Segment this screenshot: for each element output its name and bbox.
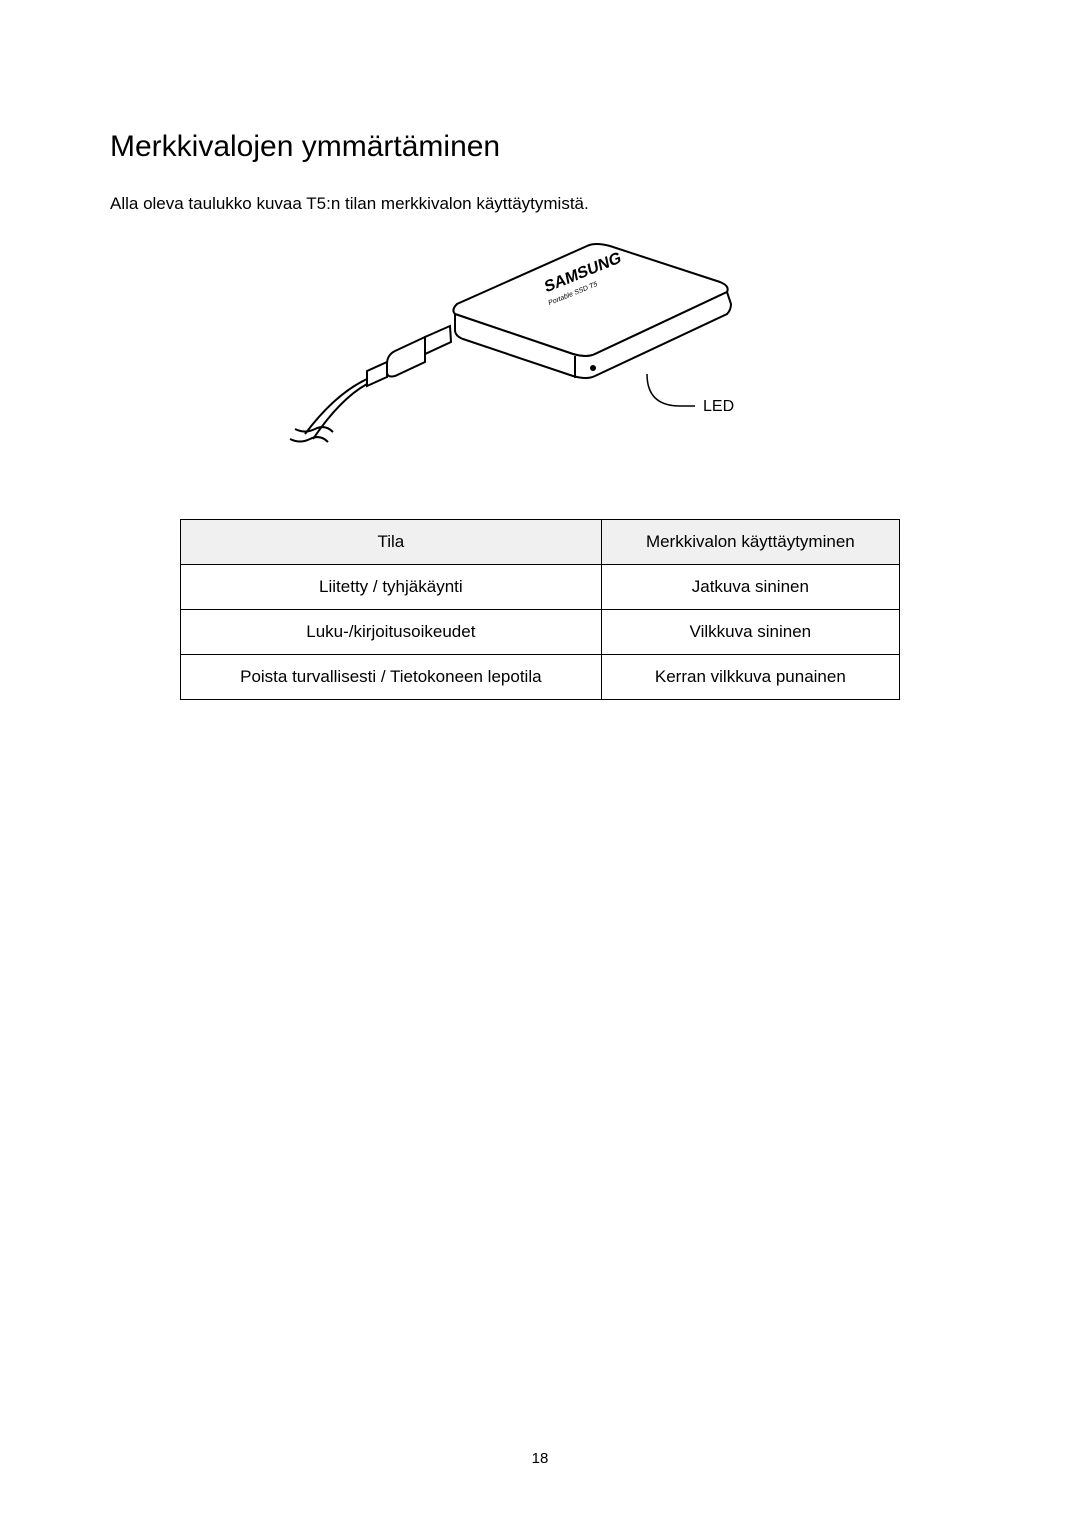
cable-cut-mark-1 [295,427,333,432]
cable-cut-mark-2 [290,437,328,442]
table-row: Liitetty / tyhjäkäynti Jatkuva sininen [181,565,900,610]
intro-text: Alla oleva taulukko kuvaa T5:n tilan mer… [110,194,970,214]
col-header-status: Tila [181,520,602,565]
led-label: LED [703,398,734,415]
cell-behavior: Kerran vilkkuva punainen [601,655,899,700]
led-callout-line [647,374,695,406]
col-header-behavior: Merkkivalon käyttäytyminen [601,520,899,565]
cell-behavior: Jatkuva sininen [601,565,899,610]
device-diagram: SAMSUNG Portable SSD T5 LED [275,234,805,484]
section-heading: Merkkivalojen ymmärtäminen [110,130,970,164]
device-diagram-container: SAMSUNG Portable SSD T5 LED [110,234,970,484]
usb-connector [367,326,451,386]
table-row: Poista turvallisesti / Tietokoneen lepot… [181,655,900,700]
cable-line-1 [305,379,367,434]
led-status-table: Tila Merkkivalon käyttäytyminen Liitetty… [180,519,900,700]
cell-status: Liitetty / tyhjäkäynti [181,565,602,610]
table-header-row: Tila Merkkivalon käyttäytyminen [181,520,900,565]
page-number: 18 [0,1450,1080,1467]
cell-status: Luku-/kirjoitusoikeudet [181,610,602,655]
cell-behavior: Vilkkuva sininen [601,610,899,655]
table-row: Luku-/kirjoitusoikeudet Vilkkuva sininen [181,610,900,655]
led-indicator-dot [590,365,596,371]
cell-status: Poista turvallisesti / Tietokoneen lepot… [181,655,602,700]
cable-line-2 [313,384,367,439]
